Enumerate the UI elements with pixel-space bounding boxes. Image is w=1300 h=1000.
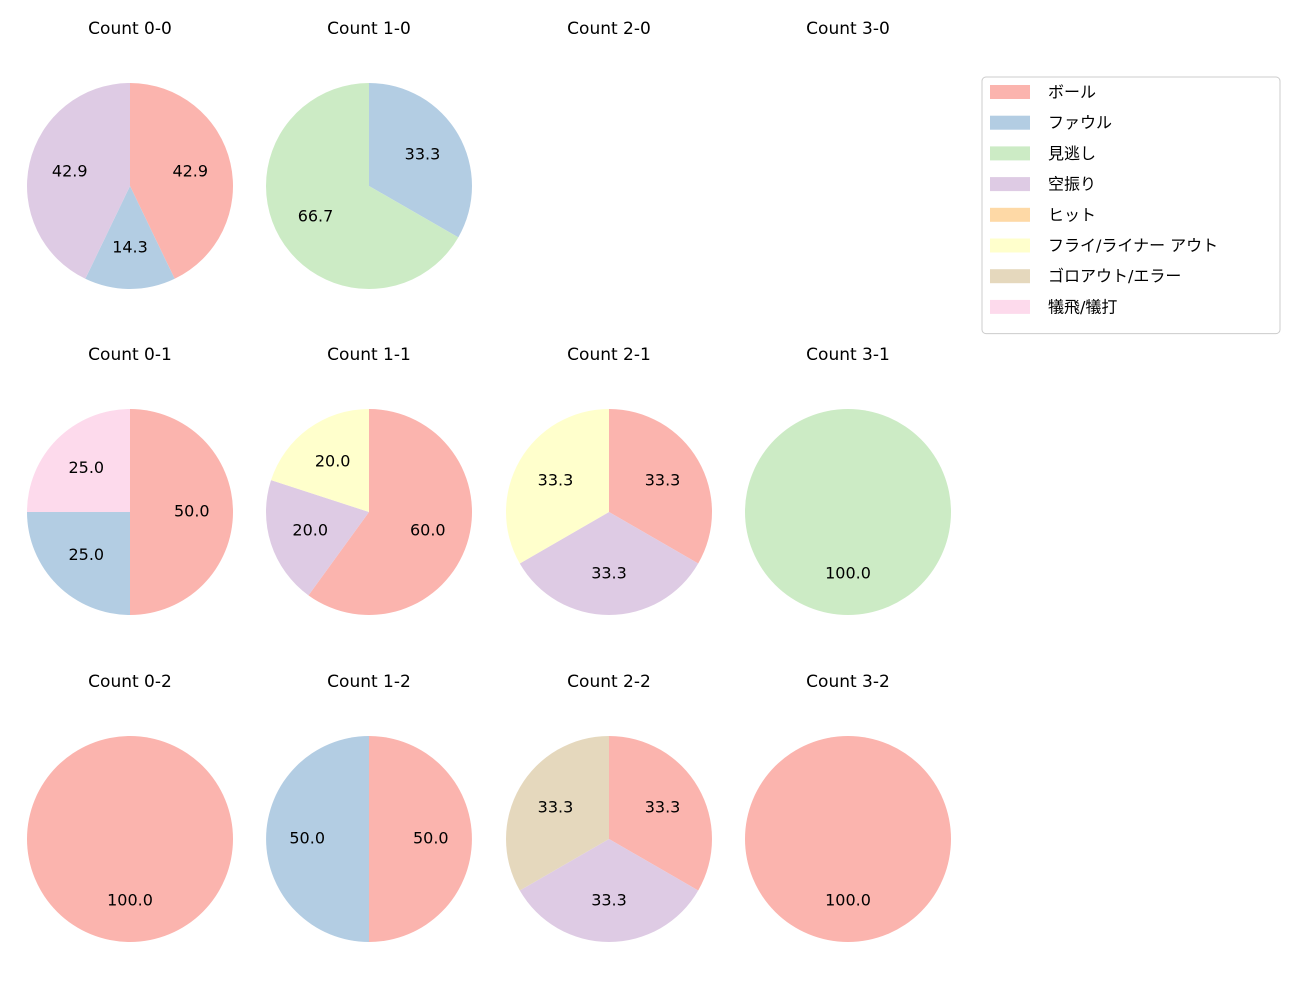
value-label: 33.3: [591, 563, 627, 582]
legend-swatch: [990, 85, 1030, 99]
value-label: 50.0: [413, 829, 449, 848]
legend-swatch: [990, 269, 1030, 284]
value-label: 33.3: [645, 471, 681, 490]
legend-swatch: [990, 299, 1030, 314]
pie-slice: [369, 83, 472, 238]
legend-swatch: [990, 115, 1030, 130]
pie-slice: [745, 736, 951, 942]
pie-slice: [271, 409, 369, 512]
chart-title: Count 1-1: [327, 345, 411, 365]
legend-swatch: [990, 238, 1030, 253]
value-label: 14.3: [112, 237, 148, 256]
value-label: 42.9: [172, 162, 208, 181]
legend-label: 犠飛/犠打: [1048, 297, 1117, 316]
legend-label: ゴロアウト/エラー: [1048, 267, 1181, 286]
value-label: 33.3: [591, 890, 627, 909]
value-label: 42.9: [52, 162, 88, 181]
chart-title: Count 2-2: [567, 672, 651, 692]
pie-slice: [506, 409, 609, 564]
value-label: 50.0: [289, 829, 325, 848]
pie-slice: [27, 512, 130, 615]
legend-box: [981, 76, 1281, 335]
chart-title: Count 0-2: [88, 672, 172, 692]
legend-label: ファウル: [1048, 113, 1112, 132]
pie-slice: [27, 736, 233, 942]
value-label: 20.0: [292, 521, 328, 540]
pie-slice: [308, 409, 473, 616]
legend-label: ボール: [1048, 83, 1096, 102]
legend-label: フライ/ライナー アウト: [1048, 236, 1218, 255]
value-label: 20.0: [315, 452, 351, 471]
pie-slice: [519, 512, 699, 615]
pie-slice: [266, 480, 369, 596]
chart-title: Count 2-1: [567, 345, 651, 365]
chart-title: Count 1-0: [327, 19, 411, 39]
pie-slice: [519, 839, 699, 942]
value-label: 66.7: [298, 206, 334, 225]
pie-slice: [745, 409, 951, 615]
pie-slice: [506, 736, 609, 891]
chart-title: Count 0-0: [88, 19, 172, 39]
pie-slice: [266, 736, 369, 942]
value-label: 100.0: [825, 563, 871, 582]
pie-slice: [26, 83, 130, 279]
legend-swatch: [990, 207, 1030, 222]
value-label: 100.0: [107, 890, 153, 909]
value-label: 50.0: [174, 502, 210, 521]
pie-slice: [130, 83, 234, 279]
pie-slice: [85, 186, 175, 289]
pie-slice: [609, 409, 712, 564]
value-label: 60.0: [410, 521, 446, 540]
pie-slice: [266, 83, 459, 290]
chart-title: Count 3-0: [806, 19, 890, 39]
pie-slice: [130, 409, 233, 615]
value-label: 33.3: [538, 471, 574, 490]
chart-title: Count 3-1: [806, 345, 890, 365]
legend-label: 見逃し: [1048, 144, 1096, 163]
legend-label: 空振り: [1048, 175, 1096, 194]
legend-swatch: [990, 146, 1030, 161]
legend-label: ヒット: [1048, 205, 1096, 224]
chart-title: Count 3-2: [806, 672, 890, 692]
chart-title: Count 2-0: [567, 19, 651, 39]
value-label: 25.0: [68, 458, 104, 477]
value-label: 33.3: [645, 798, 681, 817]
chart-title: Count 1-2: [327, 672, 411, 692]
pie-slice: [27, 409, 130, 512]
value-label: 33.3: [538, 798, 574, 817]
legend-swatch: [990, 177, 1030, 192]
pie-slice: [369, 736, 472, 942]
value-label: 100.0: [825, 890, 871, 909]
value-label: 33.3: [405, 145, 441, 164]
pie-slice: [609, 736, 712, 891]
chart-title: Count 0-1: [88, 345, 172, 365]
value-label: 25.0: [68, 545, 104, 564]
